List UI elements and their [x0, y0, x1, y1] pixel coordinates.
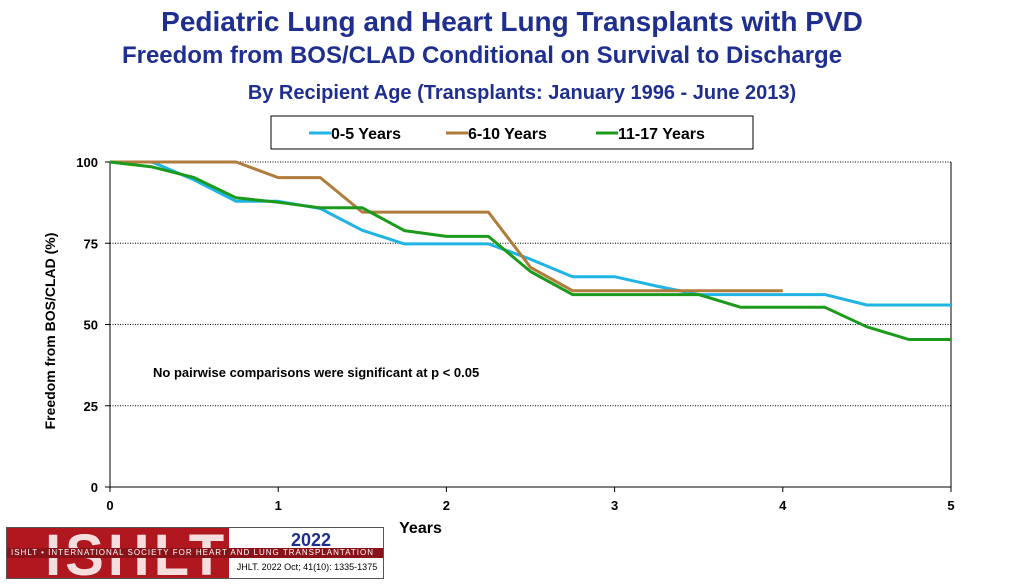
x-tick-label: 0: [106, 498, 113, 513]
x-tick-label: 1: [275, 498, 282, 513]
legend-box: [270, 115, 754, 150]
chart-subtitle-age: By Recipient Age (Transplants: January 1…: [247, 82, 797, 104]
y-axis-label: Freedom from BOS/CLAD (%): [42, 233, 58, 430]
y-tick-label: 100: [76, 155, 98, 170]
series-line-6-10-years: [110, 160, 783, 293]
y-tick-label: 50: [84, 318, 98, 333]
x-tick-label: 3: [611, 498, 618, 513]
footer-citation: JHLT. 2022 Oct; 41(10): 1335-1375: [236, 562, 378, 572]
series-line-0-5-years: [110, 160, 951, 307]
x-axis-label: Years: [399, 520, 442, 537]
footer-logo-box: ISHLT ISHLT • INTERNATIONAL SOCIETY FOR …: [6, 527, 384, 579]
x-tick-label: 5: [947, 498, 954, 513]
legend-label: 6-10 Years: [468, 126, 547, 143]
chart-title: Pediatric Lung and Heart Lung Transplant…: [161, 6, 863, 37]
significance-note: No pairwise comparisons were significant…: [153, 365, 479, 380]
series-line-11-17-years: [109, 160, 951, 341]
legend-label: 0-5 Years: [331, 126, 401, 143]
logo-band-text: ISHLT • INTERNATIONAL SOCIETY FOR HEART …: [7, 548, 383, 558]
y-tick-label: 75: [84, 236, 98, 251]
footer-year: 2022: [290, 530, 332, 550]
y-tick-label: 25: [84, 399, 98, 414]
chart-subtitle: Freedom from BOS/CLAD Conditional on Sur…: [121, 42, 843, 69]
legend-label: 11-17 Years: [618, 126, 705, 143]
x-tick-label: 4: [779, 498, 787, 513]
y-tick-label: 0: [91, 480, 98, 495]
x-tick-label: 2: [443, 498, 450, 513]
